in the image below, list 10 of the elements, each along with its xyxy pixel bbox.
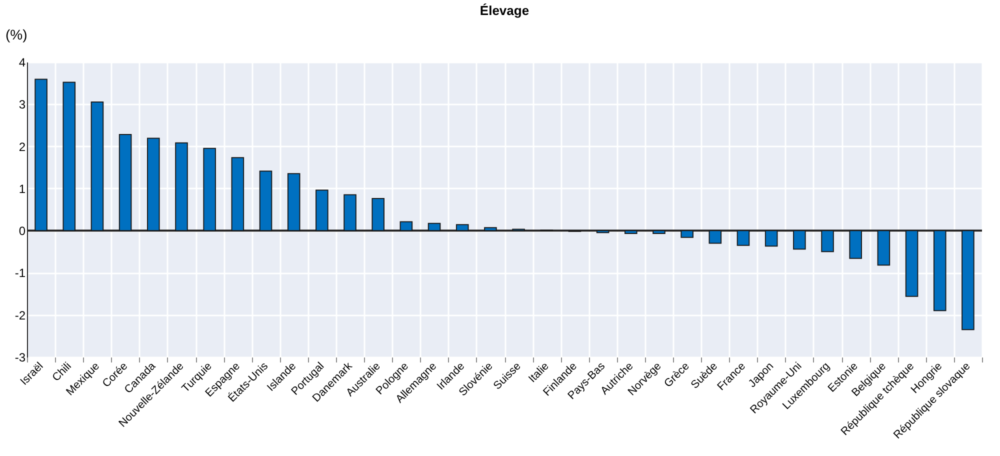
y-tick-label: 3: [18, 98, 26, 112]
y-tick-label: -1: [14, 266, 26, 280]
y-axis-title: (%): [6, 26, 28, 42]
y-tick-label: 2: [18, 140, 26, 154]
y-tick-label: 4: [18, 56, 26, 70]
chart-title: Élevage: [480, 3, 530, 18]
y-tick-label: 1: [18, 182, 26, 196]
y-tick-label: -2: [14, 308, 26, 322]
y-tick-label: -3: [14, 350, 26, 364]
y-tick-label: 0: [18, 224, 26, 238]
